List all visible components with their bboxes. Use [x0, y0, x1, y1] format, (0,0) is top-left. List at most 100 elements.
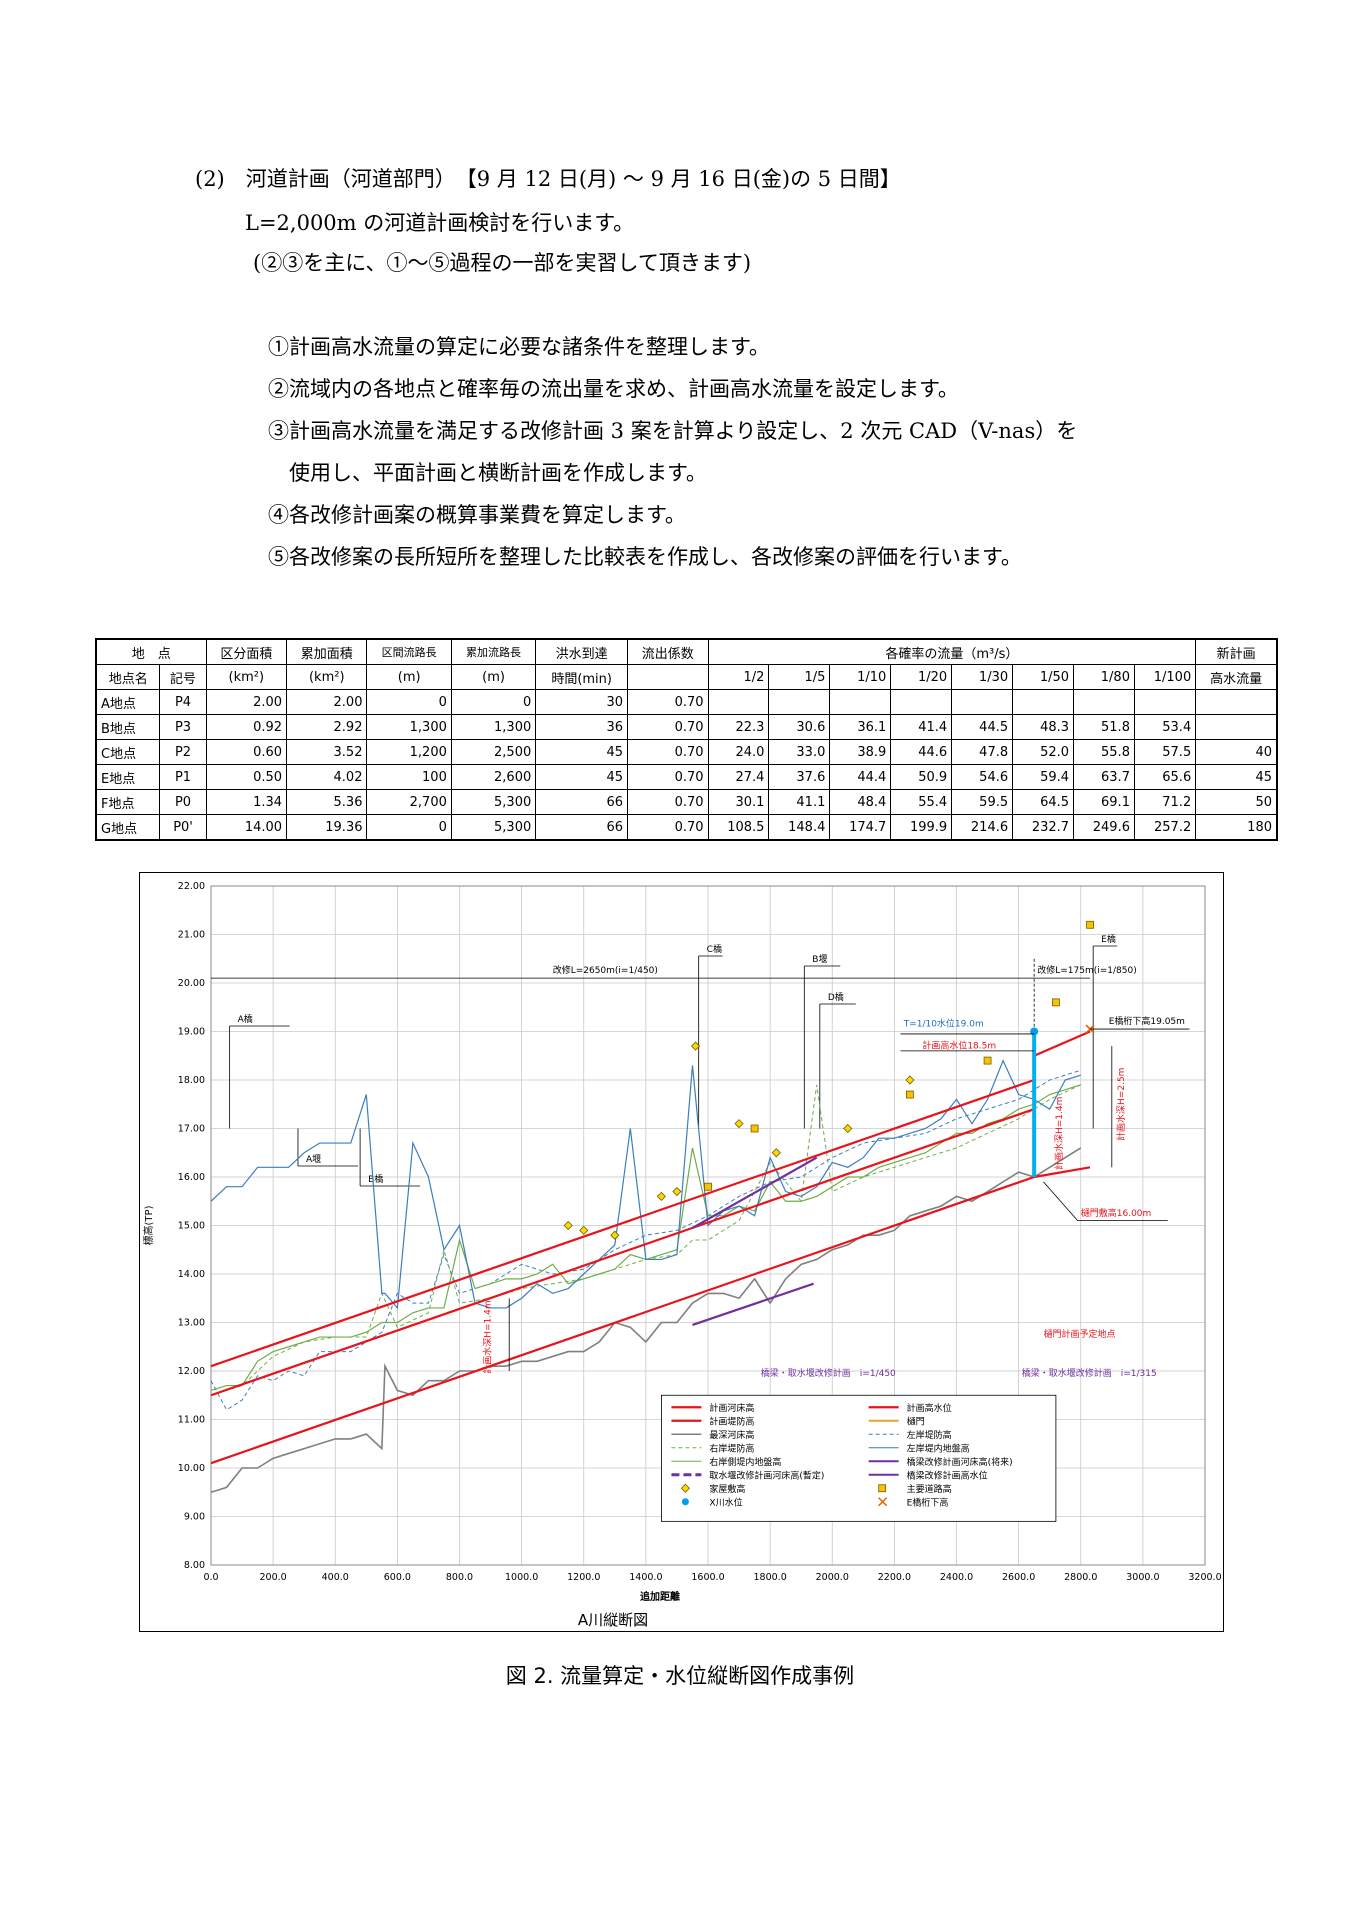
x-tick-label: 1800.0 [754, 1572, 787, 1583]
series-plan-bed [210, 1175, 1035, 1465]
cell-flow: 54.6 [951, 764, 1014, 790]
cell-new-flow: 50 [1195, 789, 1278, 815]
cell-flow [951, 689, 1014, 715]
cell-cum_len: 1,300 [450, 714, 537, 740]
cell-sym: P1 [159, 764, 207, 790]
point-house [843, 1123, 853, 1134]
header-cum-area: 累加面積 [286, 638, 368, 665]
flow-table: 地 点 区分面積 累加面積 区間流路長 累加流路長 洪水到達 流出係数 各確率の… [95, 638, 1278, 841]
point-house [672, 1186, 682, 1197]
cell-time: 45 [535, 764, 629, 790]
cell-cum_len: 2,600 [450, 764, 537, 790]
table-row: E地点 P1 0.50 4.02 100 2,600 45 0.70 27.4 37.6 44.4 5… [95, 764, 1278, 790]
header-prob-5: 1/30 [951, 664, 1014, 690]
depth1-label: 計画水深H=2.5m [1115, 1068, 1127, 1141]
y-tick-label: 16.00 [178, 1172, 205, 1183]
legend-label: 計画河床高 [709, 1402, 754, 1414]
legend-label: 主要道路高 [907, 1483, 952, 1495]
cell-name: B地点 [95, 714, 161, 740]
x-axis-label: 追加距離 [640, 1590, 680, 1603]
bridge-label: E橋 [1101, 933, 1116, 945]
cell-flow: 53.4 [1133, 714, 1197, 740]
series-plan-bed-ext [1033, 1166, 1091, 1179]
legend-label: 左岸堤内地盤高 [907, 1442, 970, 1454]
table-row: B地点 P3 0.92 2.92 1,300 1,300 36 0.70 22.3 30.6 36.… [95, 714, 1278, 740]
y-tick-label: 11.00 [178, 1415, 205, 1426]
x-tick-label: 600.0 [384, 1572, 411, 1583]
point-house [610, 1230, 620, 1240]
cell-coef: 0.70 [627, 714, 709, 740]
y-tick-label: 12.00 [178, 1366, 205, 1377]
point-road [750, 1124, 759, 1133]
point-house [563, 1220, 573, 1231]
chart-svg: 0.0 200.0 400.0 600.0 800.0 1000.0 1200.0 1400.… [142, 881, 1222, 1629]
y-tick-label: 22.00 [178, 881, 205, 892]
y-tick-label: 15.00 [178, 1221, 205, 1232]
table-row: G地点 P0' 14.00 19.36 0 5,300 66 0.70 108.5 148.4 17… [95, 814, 1278, 841]
cell-cum_len: 2,500 [450, 739, 537, 765]
y-tick-label: 13.00 [178, 1318, 205, 1329]
step-3: ③計画高水流量を満足する改修計画 3 案を計算より設定し、2 次元 CAD（V-… [268, 419, 1078, 443]
cell-flow: 41.4 [890, 714, 953, 740]
cell-flow: 55.4 [890, 789, 953, 815]
cell-flow: 199.9 [890, 814, 953, 841]
table-header-row-2: 地点名 記号 (km²) (km²) (m) (m) 時間(min) 1/2 1… [95, 664, 1278, 690]
header-time: 洪水到達 [535, 638, 629, 665]
cell-flow: 30.6 [768, 714, 831, 740]
y-tick-label: 8.00 [184, 1560, 205, 1571]
legend-label: 橋梁改修計画高水位 [907, 1469, 988, 1481]
cell-sym: P4 [159, 689, 207, 715]
cell-time: 66 [535, 814, 629, 841]
cell-new-flow: 40 [1195, 739, 1278, 765]
cell-time: 36 [535, 714, 629, 740]
x-tick-label: 2200.0 [878, 1572, 911, 1583]
legend-box [661, 1394, 1057, 1522]
e-girder-label: E橋桁下高19.05m [1109, 1015, 1185, 1027]
legend-label: 右岸堤防高 [709, 1442, 754, 1454]
cell-flow [1073, 689, 1135, 715]
point-house [691, 1041, 701, 1051]
cell-name: F地点 [95, 789, 161, 815]
cell-len: 2,700 [366, 789, 452, 815]
cell-coef: 0.70 [627, 739, 709, 765]
cell-time: 66 [535, 789, 629, 815]
cell-cum_area: 5.36 [286, 789, 368, 815]
legend-swatch [878, 1484, 887, 1493]
depth3-label: 計画水深H=1.4m [482, 1300, 494, 1373]
x-tick-label: 2800.0 [1064, 1572, 1097, 1583]
bridge-label: B橋 [368, 1173, 383, 1185]
cell-flow: 30.1 [707, 789, 770, 815]
header-unit-m-cum: (m) [450, 664, 537, 690]
header-time-unit: 時間(min) [535, 664, 629, 690]
point-house [579, 1225, 589, 1235]
bridge-label: A堰 [306, 1154, 321, 1165]
cell-flow: 33.0 [768, 739, 831, 765]
header-point: 地 点 [95, 638, 207, 665]
gate-plan-label: 樋門計画予定地点 [1043, 1328, 1115, 1340]
cell-cum_len: 0 [450, 689, 537, 715]
cell-cum_area: 3.52 [286, 739, 368, 765]
legend-label: 右岸側堤内地盤高 [709, 1456, 781, 1468]
plan1-label: 橋梁・取水堰改修計画 i=1/450 [761, 1367, 896, 1379]
plot-area [210, 885, 1206, 1566]
series-plan-hwl [210, 1108, 1035, 1397]
cell-time: 30 [535, 689, 629, 715]
legend-label: 計画堤防高 [709, 1415, 754, 1427]
cell-len: 100 [366, 764, 452, 790]
cell-flow: 48.4 [829, 789, 892, 815]
point-road [1052, 998, 1060, 1007]
x-tick-label: 2600.0 [1002, 1572, 1035, 1583]
cell-name: A地点 [95, 689, 161, 715]
point-road [1086, 920, 1094, 929]
cell-flow: 52.0 [1012, 739, 1075, 765]
hwl-label: 計画高水位18.5m [922, 1039, 996, 1051]
cell-flow [890, 689, 953, 715]
cell-flow: 148.4 [768, 814, 831, 841]
header-sym: 記号 [159, 664, 207, 690]
cell-flow: 64.5 [1012, 789, 1075, 815]
cell-name: G地点 [95, 814, 161, 841]
x-tick-label: 1400.0 [629, 1572, 662, 1583]
cell-cum_len: 5,300 [450, 814, 537, 841]
cell-flow: 174.7 [829, 814, 892, 841]
cell-flow: 47.8 [951, 739, 1014, 765]
